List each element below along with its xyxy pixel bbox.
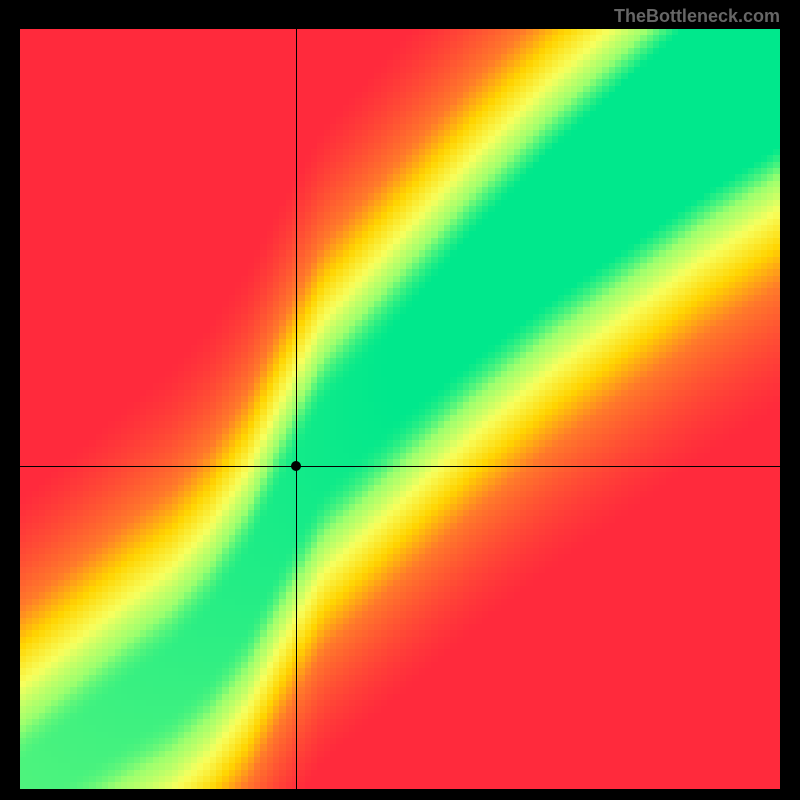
heatmap-container	[20, 29, 780, 789]
watermark-text: TheBottleneck.com	[20, 0, 780, 29]
crosshair-vertical	[296, 29, 297, 789]
crosshair-horizontal	[20, 466, 780, 467]
heatmap-canvas	[20, 29, 780, 789]
crosshair-marker	[291, 461, 301, 471]
